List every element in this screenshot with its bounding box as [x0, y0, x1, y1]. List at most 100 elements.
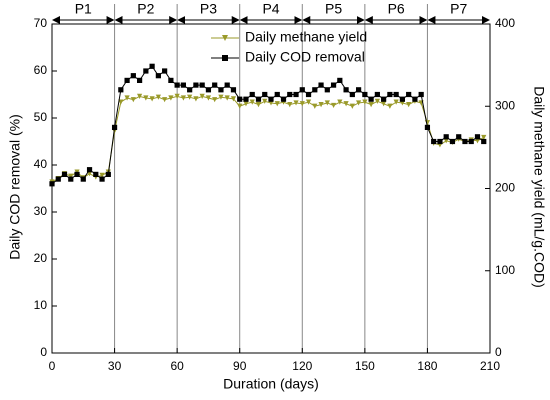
data-point [199, 82, 205, 88]
data-point [130, 73, 136, 79]
data-point [449, 138, 456, 145]
phase-label: P4 [262, 1, 279, 17]
data-point [280, 96, 287, 102]
data-point [262, 98, 268, 104]
data-point [237, 103, 243, 109]
data-point [130, 97, 136, 103]
data-point [137, 93, 143, 99]
data-point [362, 91, 368, 98]
data-point [468, 138, 474, 145]
data-point [349, 91, 355, 98]
data-point [262, 91, 268, 98]
data-point [356, 100, 362, 106]
data-point [230, 87, 237, 93]
data-point [337, 99, 343, 105]
y2-tick-label: 100 [495, 263, 515, 277]
y2-tick-label: 400 [495, 16, 515, 30]
y2-tick-label: 0 [495, 345, 502, 359]
data-point [318, 82, 324, 88]
data-point [180, 95, 186, 101]
data-point [124, 77, 130, 83]
data-point [393, 91, 399, 98]
data-point [330, 82, 337, 88]
data-point [155, 94, 161, 100]
data-point [68, 173, 74, 179]
data-point [431, 138, 437, 145]
data-point [462, 138, 468, 145]
data-point [293, 100, 299, 106]
data-point [199, 93, 205, 99]
y-tick-label: 40 [34, 157, 48, 171]
data-point [218, 87, 224, 93]
data-point [205, 87, 212, 93]
data-point [443, 138, 449, 144]
data-point [168, 77, 174, 83]
data-point [111, 124, 118, 130]
data-point [330, 102, 337, 109]
data-point [362, 99, 368, 105]
data-point [374, 91, 380, 98]
data-point [437, 138, 443, 145]
data-point [387, 91, 393, 98]
phase-label: P6 [388, 1, 405, 17]
x-tick-label: 0 [49, 359, 56, 373]
data-point [137, 77, 143, 83]
data-point [305, 91, 312, 98]
phase-label: P5 [325, 1, 342, 17]
data-point [393, 99, 399, 105]
data-point [481, 134, 487, 141]
data-point [86, 167, 93, 173]
y-tick-label: 10 [34, 298, 48, 312]
data-point [399, 96, 405, 102]
legend-label: Daily COD removal [245, 49, 365, 65]
data-point [356, 87, 362, 93]
y-tick-label: 0 [40, 345, 47, 359]
data-point [93, 171, 99, 177]
series [49, 63, 487, 187]
data-point [268, 96, 274, 102]
x-tick-label: 90 [233, 359, 247, 373]
data-point [68, 176, 74, 182]
data-point [212, 97, 218, 103]
data-point [343, 87, 349, 93]
data-point [299, 101, 305, 107]
data-point [124, 95, 130, 101]
data-point [406, 102, 412, 108]
y2-axis-label: Daily methane yield (mL/g.COD) [531, 86, 547, 288]
data-point [118, 87, 124, 93]
data-point [481, 138, 487, 145]
data-point [249, 99, 255, 105]
phase-label: P1 [75, 1, 92, 17]
y-tick-label: 50 [34, 110, 48, 124]
data-point [193, 96, 199, 102]
data-point [312, 103, 318, 109]
data-point [374, 98, 380, 104]
data-point [105, 171, 111, 177]
y-tick-label: 60 [34, 63, 48, 77]
data-point [74, 171, 80, 177]
data-point [237, 96, 243, 102]
data-point [443, 134, 449, 140]
data-point [299, 87, 305, 93]
y2-tick-label: 300 [495, 98, 515, 112]
data-point [424, 120, 431, 126]
data-point [349, 103, 355, 109]
data-point [324, 87, 330, 93]
y2-tick-label: 200 [495, 181, 515, 195]
y-tick-label: 70 [34, 16, 48, 30]
data-point [274, 101, 280, 107]
x-tick-label: 180 [417, 359, 437, 373]
data-point [474, 138, 481, 144]
data-point [368, 102, 374, 108]
legend-marker [222, 55, 228, 61]
data-point [80, 176, 86, 182]
legend-marker [222, 35, 228, 41]
legend-label: Daily methane yield [245, 29, 367, 45]
data-point [412, 96, 418, 102]
x-tick-label: 150 [355, 359, 375, 373]
x-tick-label: 120 [292, 359, 312, 373]
data-point [162, 68, 168, 74]
data-point [224, 95, 230, 101]
data-point [118, 99, 124, 105]
series-line [51, 65, 485, 185]
